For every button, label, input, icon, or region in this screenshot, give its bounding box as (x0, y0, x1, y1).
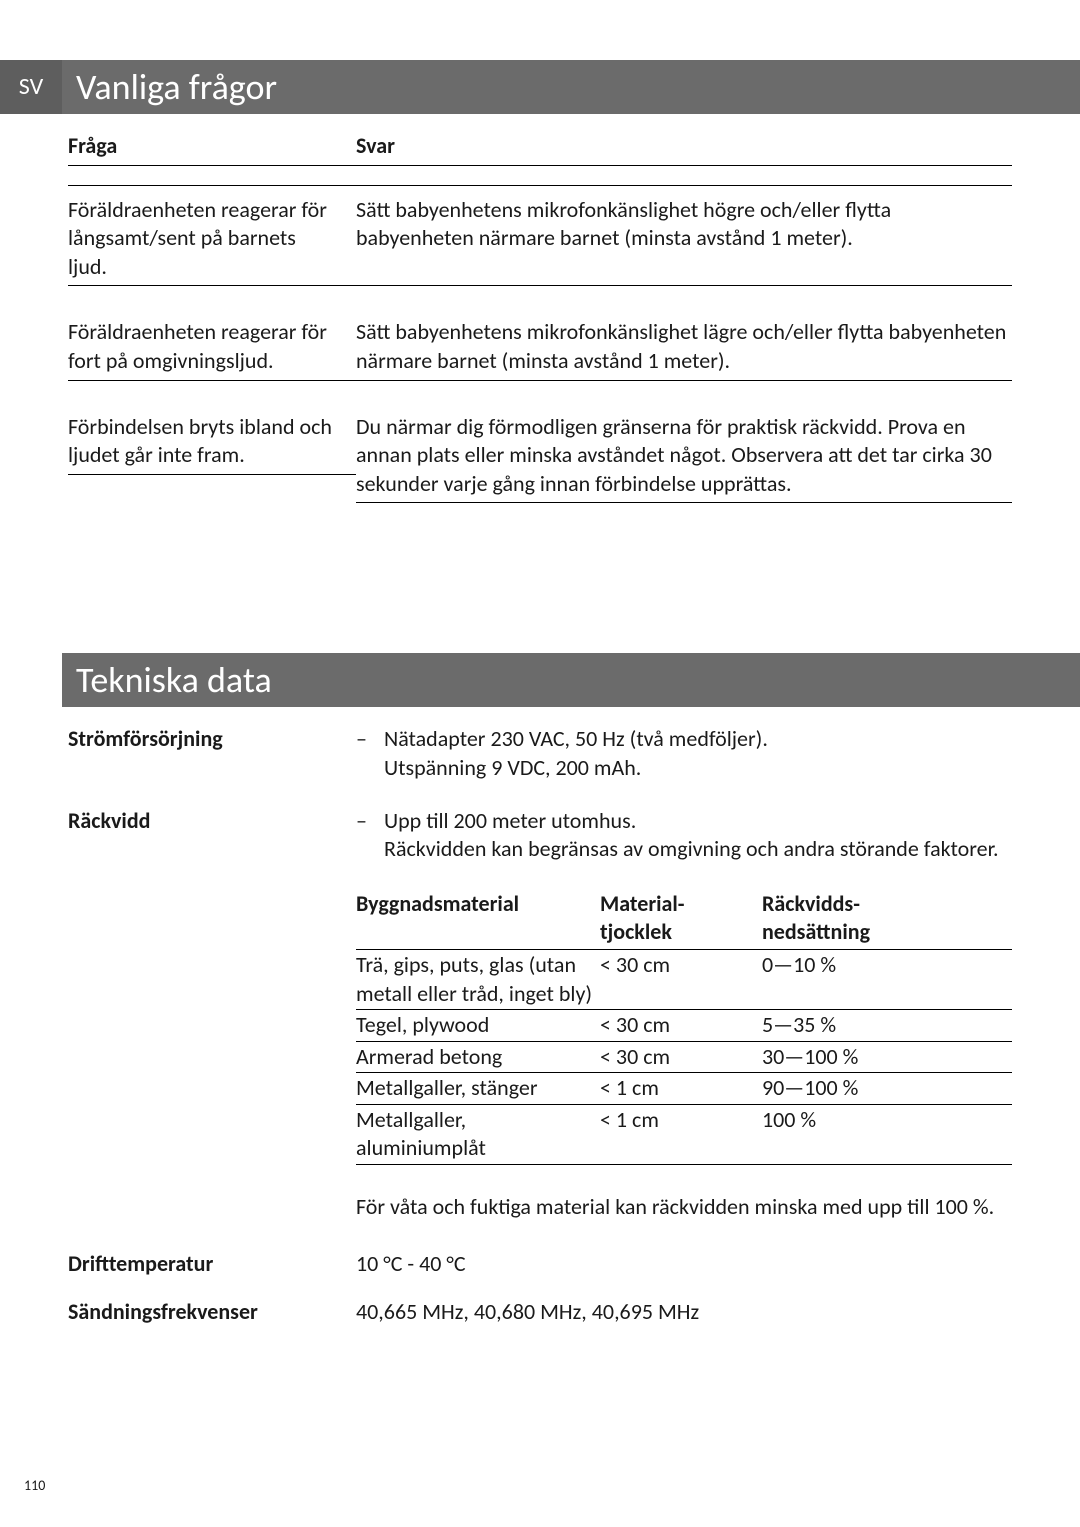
spec-frequencies: Sändningsfrekvenser 40,665 MHz, 40,680 M… (68, 1298, 1012, 1327)
materials-table: Byggnadsmaterial Material- tjocklek Räck… (356, 890, 1012, 1165)
materials-col-thickness: Material- tjocklek (600, 890, 762, 947)
faq-spacer (68, 166, 1012, 186)
materials-cell: 5—35 % (762, 1011, 1012, 1040)
spec-label-power: Strömförsörjning (68, 725, 356, 782)
section-title-faq: Vanliga frågor (62, 60, 1080, 114)
materials-cell: 100 % (762, 1106, 1012, 1163)
page-number: 110 (24, 1477, 45, 1495)
spec-text: Räckvidden kan begränsas av omgivning oc… (356, 835, 1012, 864)
faq-table: Fråga Svar Föräldraenheten reagerar för … (68, 132, 1012, 503)
materials-cell: Trä, gips, puts, glas (utan metall eller… (356, 951, 600, 1008)
faq-answer: Sätt babyenhetens mikrofonkänslighet läg… (356, 318, 1012, 380)
bullet-icon: – (356, 725, 384, 754)
spec-text: Upp till 200 meter utomhus. (384, 807, 1012, 836)
materials-row: Metallgaller, stänger < 1 cm 90—100 % (356, 1073, 1012, 1105)
faq-row: Föräldraenheten reagerar för långsamt/se… (68, 186, 1012, 287)
materials-cell: < 1 cm (600, 1074, 762, 1103)
faq-answer: Sätt babyenhetens mikrofonkänslighet hög… (356, 196, 1012, 287)
spec-power: Strömförsörjning – Nätadapter 230 VAC, 5… (68, 725, 1012, 782)
materials-col-reduction-line1: Räckvidds- (762, 890, 1012, 919)
materials-cell: < 30 cm (600, 951, 762, 1008)
materials-col-reduction: Räckvidds- nedsättning (762, 890, 1012, 947)
faq-row: Föräldraenheten reagerar för fort på omg… (68, 308, 1012, 380)
spec-value-frequencies: 40,665 MHz, 40,680 MHz, 40,695 MHz (356, 1298, 1012, 1327)
spec-label-range: Räckvidd (68, 807, 356, 864)
materials-col-thickness-line2: tjocklek (600, 918, 762, 947)
section-title-tech: Tekniska data (62, 653, 1080, 707)
materials-row: Tegel, plywood < 30 cm 5—35 % (356, 1010, 1012, 1042)
materials-cell: Tegel, plywood (356, 1011, 600, 1040)
materials-cell: Armerad betong (356, 1043, 600, 1072)
materials-row: Trä, gips, puts, glas (utan metall eller… (356, 950, 1012, 1010)
materials-row: Metallgaller, aluminiumplåt < 1 cm 100 % (356, 1105, 1012, 1165)
materials-note: För våta och fuktiga material kan räckvi… (356, 1193, 1012, 1222)
faq-row: Förbindelsen bryts ibland och ljudet går… (68, 403, 1012, 504)
faq-header-answer: Svar (356, 132, 1012, 161)
page: SV Vanliga frågor Fråga Svar Föräldraenh… (0, 0, 1080, 1327)
spec-text: Nätadapter 230 VAC, 50 Hz (två medföljer… (384, 725, 1012, 754)
materials-cell: Metallgaller, stänger (356, 1074, 600, 1103)
spec-body-range: – Upp till 200 meter utomhus. Räckvidden… (356, 807, 1012, 864)
section-header-faq: SV Vanliga frågor (0, 60, 1080, 114)
materials-cell: 0—10 % (762, 951, 1012, 1008)
spec-temperature: Drifttemperatur 10 °C - 40 °C (68, 1250, 1012, 1279)
materials-col-material: Byggnadsmaterial (356, 890, 600, 947)
materials-col-thickness-line1: Material- (600, 890, 762, 919)
spec-text: Utspänning 9 VDC, 200 mAh. (356, 754, 1012, 783)
tech-section: Tekniska data Strömförsörjning – Nätadap… (68, 653, 1012, 1327)
faq-header-question: Fråga (68, 132, 356, 161)
materials-col-reduction-line2: nedsättning (762, 918, 1012, 947)
spec-value-temperature: 10 °C - 40 °C (356, 1250, 1012, 1279)
faq-header-row: Fråga Svar (68, 132, 1012, 166)
materials-cell: < 1 cm (600, 1106, 762, 1163)
materials-row: Armerad betong < 30 cm 30—100 % (356, 1042, 1012, 1074)
faq-answer: Du närmar dig förmodligen gränserna för … (356, 413, 1012, 504)
faq-question: Föräldraenheten reagerar för fort på omg… (68, 318, 356, 380)
language-badge: SV (0, 60, 62, 114)
materials-cell: 90—100 % (762, 1074, 1012, 1103)
materials-cell: < 30 cm (600, 1011, 762, 1040)
spec-body-power: – Nätadapter 230 VAC, 50 Hz (två medfölj… (356, 725, 1012, 782)
materials-header: Byggnadsmaterial Material- tjocklek Räck… (356, 890, 1012, 950)
spec-range: Räckvidd – Upp till 200 meter utomhus. R… (68, 807, 1012, 864)
materials-cell: < 30 cm (600, 1043, 762, 1072)
faq-question: Förbindelsen bryts ibland och ljudet går… (68, 413, 356, 475)
faq-question: Föräldraenheten reagerar för långsamt/se… (68, 196, 356, 287)
materials-cell: Metallgaller, aluminiumplåt (356, 1106, 600, 1163)
spec-label-temperature: Drifttemperatur (68, 1250, 356, 1279)
materials-cell: 30—100 % (762, 1043, 1012, 1072)
spec-label-frequencies: Sändningsfrekvenser (68, 1298, 356, 1327)
section-header-tech: Tekniska data (0, 653, 1080, 707)
bullet-icon: – (356, 807, 384, 836)
